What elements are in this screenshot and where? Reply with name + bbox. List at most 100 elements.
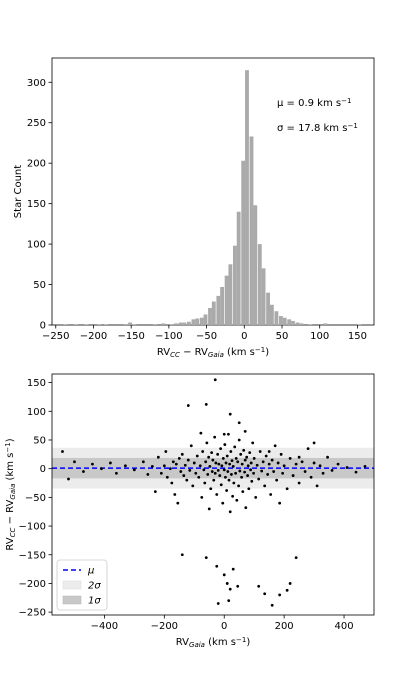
scatter-point-171: [213, 378, 217, 382]
histogram-bars: [63, 70, 362, 326]
scatter-point-57: [213, 471, 217, 475]
scatter-point-27: [180, 452, 184, 456]
scatter-x-tick-label-2: 0: [221, 621, 227, 632]
scatter-point-62: [217, 462, 221, 466]
scatter-point-151: [363, 464, 367, 468]
scatter-point-69: [222, 468, 226, 472]
scatter-point-170: [204, 403, 208, 406]
histogram-y-tick-label-2: 100: [27, 240, 46, 251]
scatter-point-28: [182, 474, 186, 477]
scatter-point-85: [232, 481, 236, 485]
scatter-point-142: [312, 461, 316, 465]
scatter-point-0: [61, 450, 64, 453]
histogram-bar-13: [182, 322, 187, 325]
histogram-bar-22: [220, 286, 225, 325]
scatter-point-35: [192, 461, 196, 465]
histogram-y-tick-label-1: 50: [33, 280, 46, 291]
scatter-point-34: [191, 484, 195, 488]
scatter-x-tick-label-0: −400: [91, 621, 118, 632]
histogram-chart: −250 −200 −150 −100 −50 0 50 100 150 0 50 100 150 20…: [13, 57, 375, 359]
scatter-point-115: [257, 477, 261, 481]
histogram-x-tick-label-7: 100: [310, 331, 329, 342]
scatter-point-12: [150, 464, 154, 468]
scatter-point-94: [239, 452, 243, 456]
scatter-point-38: [197, 475, 201, 479]
histogram-bar-44: [357, 324, 362, 325]
scatter-point-168: [294, 556, 298, 560]
histogram-bar-26: [236, 211, 241, 325]
scatter-y-tick-label-4: −50: [25, 493, 46, 504]
histogram-bar-19: [208, 308, 212, 325]
scatter-point-93: [238, 469, 242, 473]
scatter-point-177: [297, 455, 301, 459]
scatter-y-tick-label-7: 100: [27, 407, 46, 418]
scatter-point-163: [263, 592, 267, 596]
scatter-point-97: [241, 490, 245, 494]
scatter-points: [61, 378, 367, 607]
scatter-point-45: [204, 460, 208, 464]
scatter-point-106: [248, 451, 252, 455]
scatter-y-tick-label-8: 150: [27, 378, 46, 389]
histogram-bar-30: [253, 205, 258, 325]
scatter-point-49: [207, 507, 211, 511]
scatter-point-141: [309, 475, 313, 479]
histogram-x-tick-label-0: −250: [42, 331, 69, 342]
histogram-y-ticks: 0 50 100 150 200 250 300: [27, 78, 52, 332]
histogram-bar-33: [266, 292, 271, 325]
histogram-bar-25: [232, 245, 237, 325]
scatter-y-tick-label-2: −150: [19, 550, 46, 561]
scatter-point-129: [278, 501, 282, 505]
histogram-bar-32: [261, 268, 266, 325]
scatter-point-103: [246, 474, 249, 477]
scatter-point-127: [275, 478, 279, 482]
histogram-bar-40: [295, 322, 300, 325]
scatter-point-157: [227, 599, 231, 603]
histogram-y-tick-label-5: 250: [27, 118, 46, 129]
histogram-sigma-annotation: σ = 17.8 km s−1: [277, 122, 358, 134]
histogram-bar-35: [274, 311, 279, 325]
scatter-point-140: [306, 447, 310, 450]
scatter-point-10: [141, 460, 145, 464]
scatter-point-116: [258, 450, 262, 453]
scatter-point-79: [228, 510, 232, 514]
histogram-bar-15: [191, 319, 196, 325]
scatter-point-80: [229, 450, 233, 453]
histogram-bar-7: [132, 324, 137, 325]
scatter-point-86: [233, 445, 237, 449]
residual-scatter-chart: −400 −200 0 200 400 −250 −200 −150 −100 −50 0 50 10…: [4, 373, 375, 649]
histogram-y-axis-label: Star Count: [13, 165, 24, 218]
scatter-point-23: [174, 462, 178, 466]
scatter-point-7: [115, 471, 118, 475]
scatter-point-68: [221, 456, 225, 460]
scatter-point-84: [231, 464, 235, 468]
scatter-point-175: [243, 429, 247, 433]
scatter-point-65: [219, 483, 223, 487]
scatter-point-120: [264, 454, 268, 458]
histogram-bar-41: [299, 323, 304, 325]
scatter-point-117: [260, 469, 264, 473]
scatter-point-73: [225, 489, 229, 492]
scatter-point-44: [203, 481, 207, 485]
scatter-point-176: [267, 450, 271, 453]
scatter-point-96: [240, 462, 244, 466]
scatter-point-131: [281, 471, 285, 475]
histogram-bar-36: [278, 316, 283, 325]
scatter-point-75: [226, 470, 230, 473]
histogram-bar-10: [169, 324, 174, 325]
histogram-bar-12: [178, 322, 183, 325]
scatter-point-122: [267, 462, 271, 466]
scatter-point-5: [100, 467, 103, 471]
histogram-bar-42: [308, 324, 313, 325]
histogram-x-tick-label-2: −150: [117, 331, 144, 342]
scatter-point-90: [236, 460, 240, 464]
scatter-point-109: [250, 479, 254, 483]
scatter-point-14: [156, 455, 160, 459]
scatter-point-82: [230, 459, 234, 463]
scatter-point-145: [321, 471, 325, 475]
scatter-point-124: [270, 458, 274, 462]
scatter-point-102: [245, 455, 249, 459]
histogram-x-tick-label-8: 150: [348, 331, 367, 342]
scatter-point-89: [235, 498, 239, 502]
legend-label-mu: μ: [87, 566, 94, 577]
